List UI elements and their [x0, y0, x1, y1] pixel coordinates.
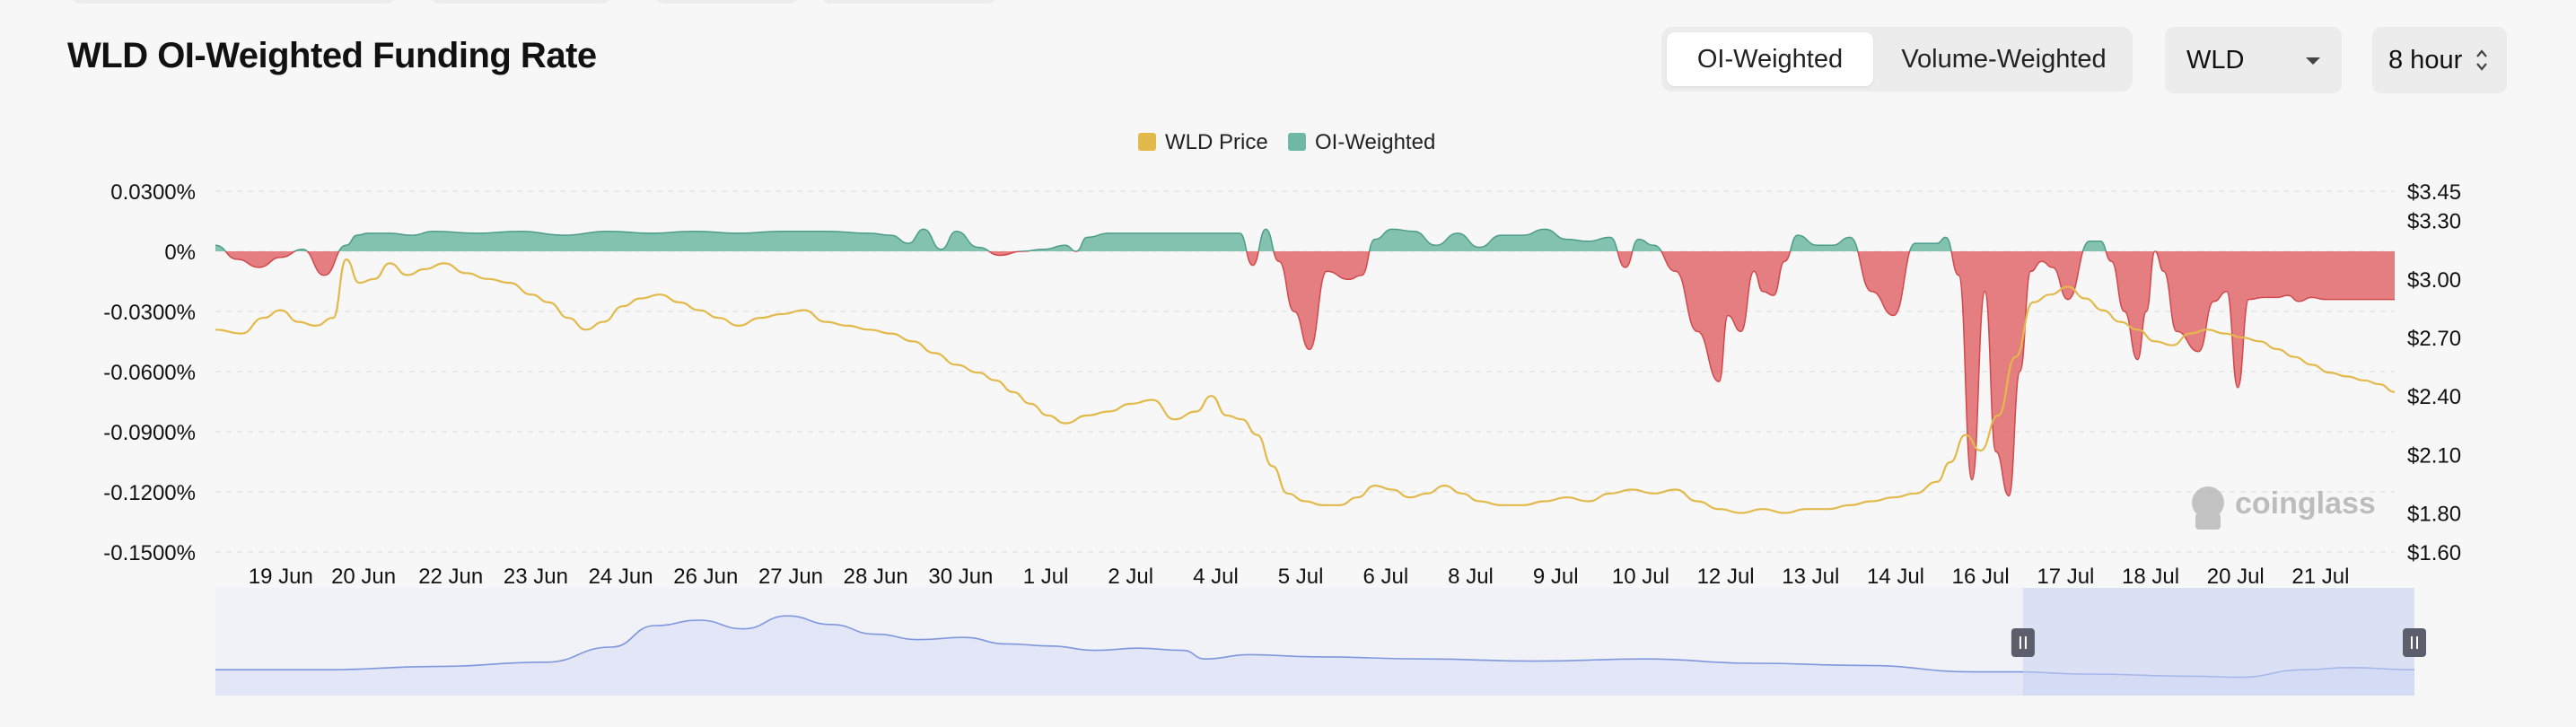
interval-select-value: 8 hour: [2388, 46, 2463, 74]
top-tab[interactable]: [655, 0, 799, 4]
navigator-handle-left[interactable]: [2011, 628, 2035, 657]
y-left-tick-label: 0%: [164, 241, 196, 265]
y-left-tick-label: 0.0300%: [110, 180, 196, 205]
navigator-area: [215, 616, 2414, 696]
chevron-down-icon: [2306, 57, 2320, 65]
y-left-tick-label: -0.1200%: [103, 481, 196, 505]
x-tick-label: 8 Jul: [1448, 565, 1494, 589]
x-tick-label: 20 Jul: [2207, 565, 2265, 589]
legend-swatch-oi: [1288, 133, 1306, 151]
y-right-tick-label: $3.00: [2407, 268, 2461, 293]
x-tick-label: 26 Jun: [673, 565, 738, 589]
y-right-tick-label: $2.10: [2407, 443, 2461, 468]
x-tick-label: 10 Jul: [1612, 565, 1669, 589]
y-right-tick-label: $3.45: [2407, 180, 2461, 205]
y-right-tick-label: $1.80: [2407, 503, 2461, 527]
coinglass-watermark: coinglass: [2192, 486, 2376, 530]
legend-label-price: WLD Price: [1165, 130, 1268, 154]
y-right-tick-label: $3.30: [2407, 210, 2461, 234]
y-left-tick-label: -0.0600%: [103, 361, 196, 385]
x-tick-label: 6 Jul: [1362, 565, 1408, 589]
top-tab-strip: [0, 0, 1077, 5]
x-tick-label: 22 Jun: [418, 565, 483, 589]
x-tick-label: 23 Jun: [504, 565, 568, 589]
weighting-toggle: OI-Weighted Volume-Weighted: [1661, 27, 2133, 92]
x-tick-label: 30 Jun: [928, 565, 993, 589]
x-tick-label: 9 Jul: [1533, 565, 1579, 589]
navigator-handle-right[interactable]: [2403, 628, 2426, 657]
y-right-tick-label: $1.60: [2407, 541, 2461, 565]
funding-positive-line: [215, 228, 2157, 251]
coin-select-value: WLD: [2186, 46, 2245, 74]
x-tick-label: 24 Jun: [589, 565, 653, 589]
legend-label-oi: OI-Weighted: [1315, 130, 1435, 154]
x-tick-label: 19 Jun: [249, 565, 313, 589]
top-tab[interactable]: [72, 0, 395, 4]
x-tick-label: 12 Jul: [1697, 565, 1755, 589]
top-tab[interactable]: [821, 0, 996, 4]
x-tick-label: 2 Jul: [1108, 565, 1153, 589]
top-tab[interactable]: [431, 0, 610, 4]
volume-weighted-tab[interactable]: Volume-Weighted: [1901, 45, 2107, 74]
y-left-tick-label: -0.1500%: [103, 541, 196, 565]
interval-select[interactable]: 8 hour: [2372, 27, 2507, 93]
x-tick-label: 13 Jul: [1782, 565, 1839, 589]
y-right-tick-label: $2.40: [2407, 385, 2461, 409]
sort-arrows-icon: [2476, 49, 2487, 71]
funding-negative-area: [215, 251, 2395, 496]
y-left-tick-label: -0.0900%: [103, 421, 196, 445]
legend-swatch-price: [1138, 133, 1156, 151]
navigator-selection: [2022, 588, 2414, 696]
x-tick-label: 17 Jul: [2037, 565, 2094, 589]
funding-rate-chart: 0.0300% 0% -0.0300% -0.0600% -0.0900% -0.1200…: [103, 130, 2461, 696]
page-title: WLD OI-Weighted Funding Rate: [67, 36, 597, 75]
y-left-tick-label: -0.0300%: [103, 301, 196, 325]
drag-handle-icon: [2403, 628, 2426, 657]
price-line: [215, 258, 2396, 514]
x-tick-label: 27 Jun: [758, 565, 823, 589]
x-tick-label: 16 Jul: [1952, 565, 2010, 589]
chart-legend: WLD Price OI-Weighted: [1138, 130, 1435, 154]
coinglass-logo-icon: [2192, 486, 2224, 519]
x-tick-label: 5 Jul: [1278, 565, 1324, 589]
x-tick-label: 20 Jun: [331, 565, 396, 589]
x-tick-label: 14 Jul: [1867, 565, 1924, 589]
funding-positive-area: [215, 229, 2395, 251]
x-tick-label: 4 Jul: [1193, 565, 1239, 589]
oi-weighted-tab[interactable]: OI-Weighted: [1667, 32, 1873, 86]
x-tick-label: 1 Jul: [1023, 565, 1069, 589]
x-tick-label: 28 Jun: [844, 565, 908, 589]
watermark-text: coinglass: [2235, 486, 2376, 521]
coinglass-logo-icon-base: [2195, 513, 2221, 530]
x-tick-label: 18 Jul: [2122, 565, 2179, 589]
funding-negative-line: [224, 251, 2395, 497]
coin-select[interactable]: WLD: [2165, 27, 2342, 93]
drag-handle-icon: [2011, 628, 2035, 657]
y-right-tick-label: $2.70: [2407, 327, 2461, 351]
x-tick-label: 21 Jul: [2291, 565, 2349, 589]
